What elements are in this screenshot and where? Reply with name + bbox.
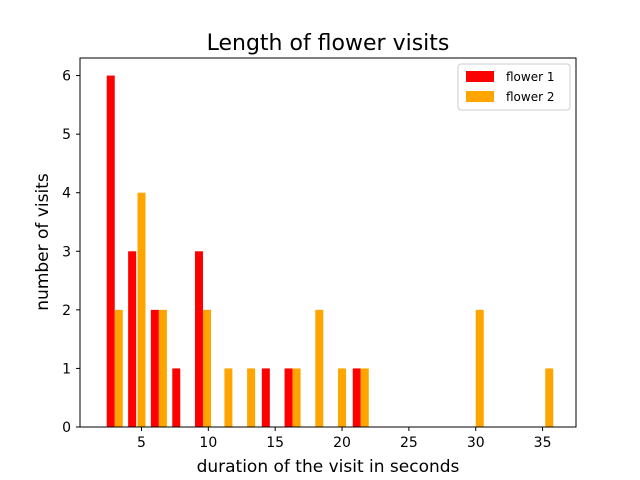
x-tick-label: 5 bbox=[137, 435, 146, 451]
bar-series-2-2 bbox=[158, 309, 167, 427]
bar-series-2-9 bbox=[360, 368, 369, 427]
bar-series-2-10 bbox=[475, 309, 484, 427]
plot-frame bbox=[79, 57, 577, 428]
y-tick-label: 5 bbox=[62, 127, 71, 143]
bar-series-1-7 bbox=[352, 368, 361, 427]
legend-label-2: flower 2 bbox=[506, 90, 554, 104]
y-axis-label: number of visits bbox=[33, 173, 53, 311]
x-tick-label: 20 bbox=[333, 435, 351, 451]
y-tick-label: 0 bbox=[62, 420, 71, 436]
legend-label-1: flower 1 bbox=[506, 70, 554, 84]
bar-series-1-1 bbox=[128, 251, 137, 427]
y-tick-label: 6 bbox=[62, 69, 71, 85]
bar-series-2-8 bbox=[338, 368, 347, 427]
bar-series-1-2 bbox=[150, 309, 159, 427]
bar-series-2-7 bbox=[315, 309, 324, 427]
bar-series-1-4 bbox=[194, 251, 203, 427]
bar-series-2-5 bbox=[247, 368, 256, 427]
legend-swatch-1 bbox=[466, 71, 494, 82]
x-tick-label: 10 bbox=[199, 435, 217, 451]
bars bbox=[106, 75, 554, 428]
axis-ticks: 5 10 15 20 25 30 35 0 1 2 3 4 5 6 bbox=[62, 69, 551, 451]
y-tick-label: 4 bbox=[62, 186, 71, 202]
x-tick-label: 15 bbox=[266, 435, 284, 451]
bar-series-2-6 bbox=[292, 368, 301, 427]
x-tick-label: 30 bbox=[467, 435, 485, 451]
chart-title: Length of flower visits bbox=[207, 31, 450, 56]
bar-series-1-3 bbox=[172, 368, 181, 427]
bar-series-2-3 bbox=[203, 309, 212, 427]
bar-series-1-6 bbox=[284, 368, 293, 427]
bar-series-1-0 bbox=[106, 75, 115, 428]
x-tick-label: 25 bbox=[400, 435, 418, 451]
y-tick-label: 3 bbox=[62, 244, 71, 260]
x-axis-label: duration of the visit in seconds bbox=[197, 457, 460, 477]
y-tick-label: 2 bbox=[62, 303, 71, 319]
bar-series-2-4 bbox=[224, 368, 233, 427]
bar-series-1-5 bbox=[261, 368, 270, 427]
y-tick-label: 1 bbox=[62, 361, 71, 377]
bar-series-2-11 bbox=[545, 368, 554, 427]
legend: flower 1 flower 2 bbox=[457, 63, 571, 111]
bar-series-2-1 bbox=[137, 192, 146, 427]
bar-series-2-0 bbox=[114, 309, 123, 427]
legend-swatch-2 bbox=[466, 91, 494, 102]
x-tick-label: 35 bbox=[534, 435, 552, 451]
